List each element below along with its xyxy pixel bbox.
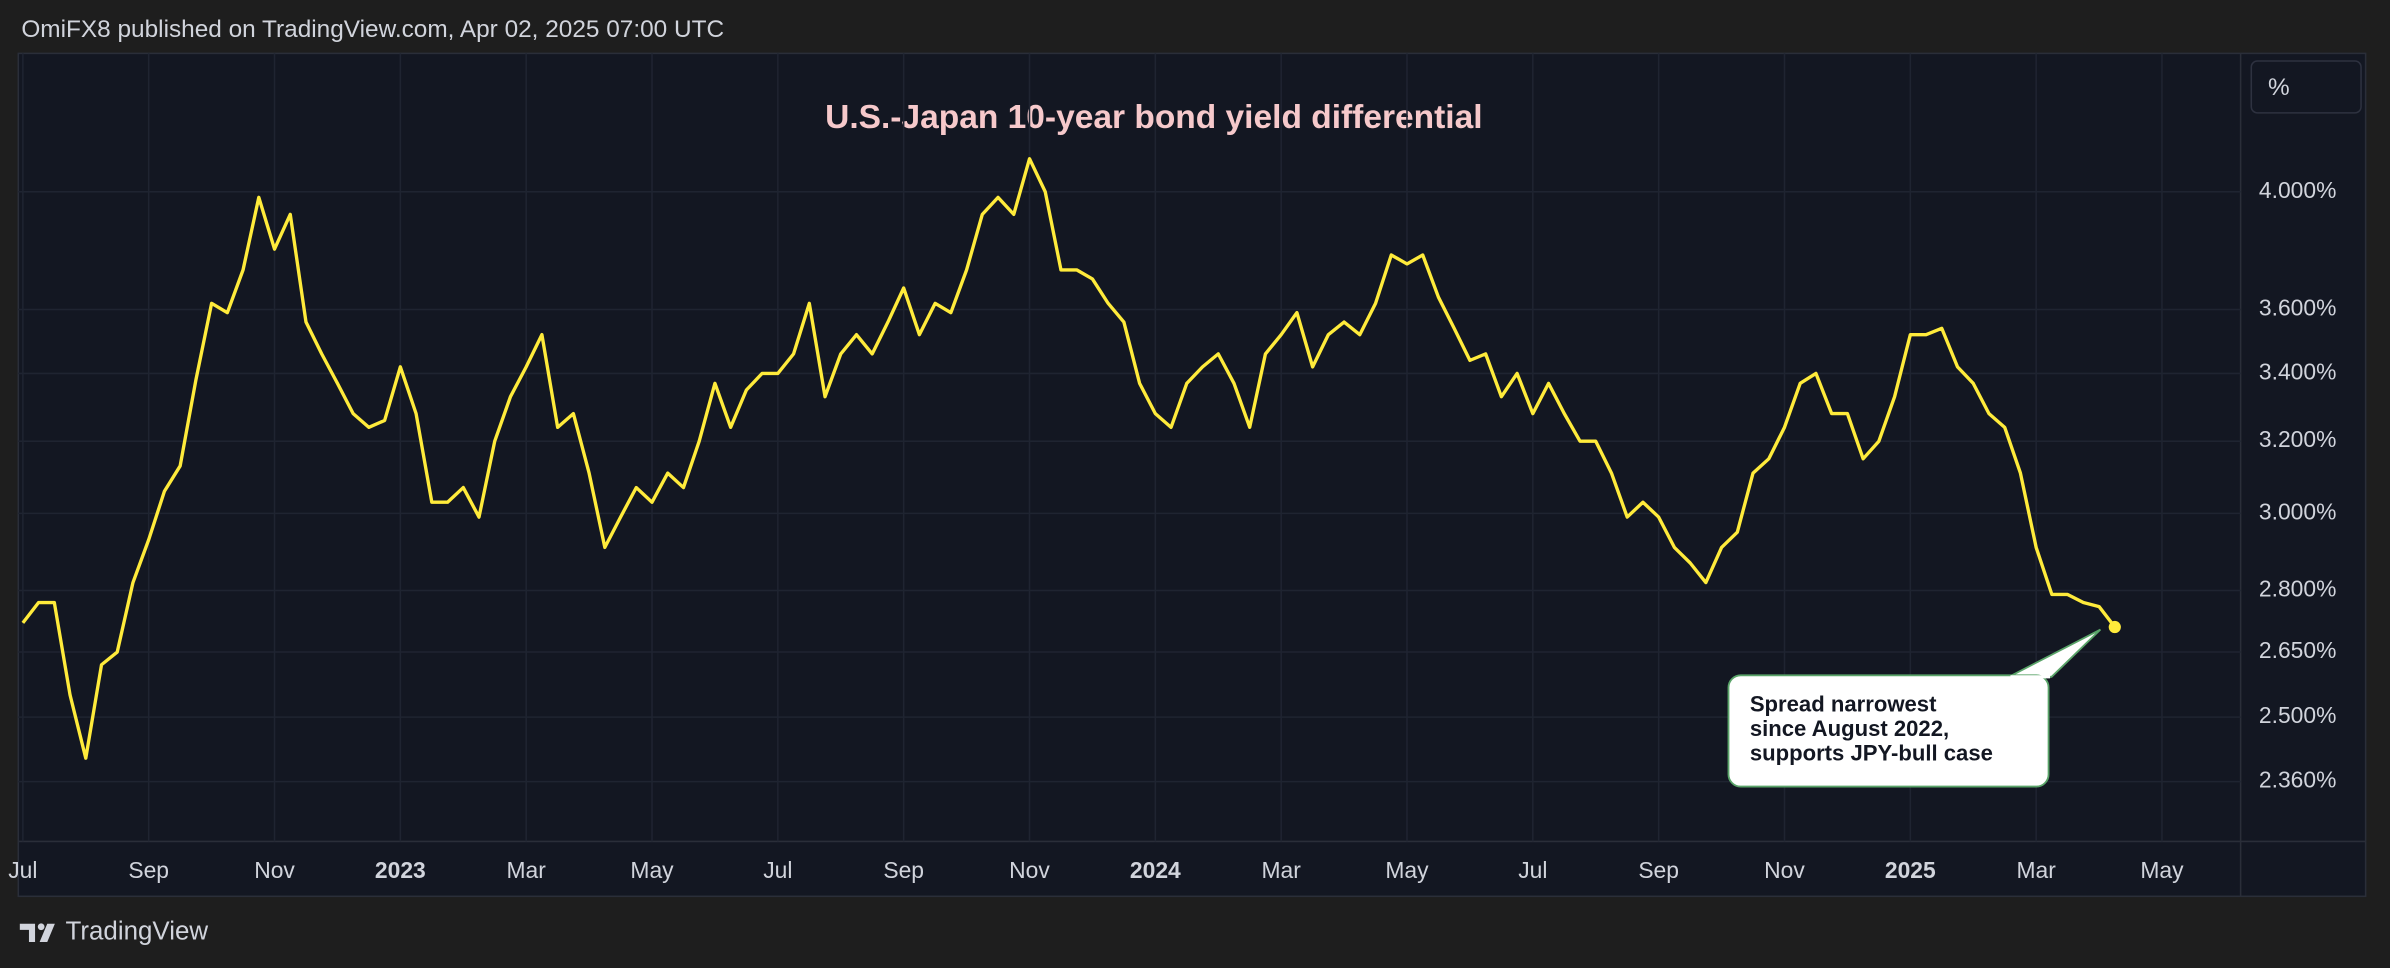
y-tick-label: 2.500% bbox=[2259, 702, 2337, 728]
x-tick-label: May bbox=[2140, 857, 2184, 883]
callout-text: Spread narrowest bbox=[1750, 692, 1937, 717]
plot bbox=[21, 157, 2121, 760]
unit-label: % bbox=[2268, 74, 2290, 101]
callout: Spread narrowest since August 2022, supp… bbox=[1727, 628, 2102, 788]
x-tick-label: Sep bbox=[128, 857, 169, 883]
chart-title: U.S.-Japan 10-year bond yield differenti… bbox=[825, 99, 1482, 136]
x-tick-label: 2023 bbox=[375, 857, 426, 883]
y-tick-label: 3.600% bbox=[2259, 295, 2337, 321]
y-tick-label: 3.000% bbox=[2259, 498, 2337, 524]
x-tick-label: Mar bbox=[1261, 857, 1301, 883]
x-tick-label: Nov bbox=[254, 857, 295, 883]
x-tick-label: 2024 bbox=[1130, 857, 1181, 883]
x-tick-label: Jul bbox=[1518, 857, 1547, 883]
last-point-marker bbox=[2108, 620, 2121, 634]
brand-logo bbox=[19, 923, 55, 943]
y-tick-label: 2.360% bbox=[2259, 767, 2337, 793]
y-tick-label: 4.000% bbox=[2259, 177, 2337, 203]
x-tick-label: Sep bbox=[883, 857, 924, 883]
x-tick-label: Nov bbox=[1009, 857, 1050, 883]
x-tick-label: Mar bbox=[2016, 857, 2056, 883]
x-tick-label: Jul bbox=[763, 857, 792, 883]
x-tick-label: May bbox=[1385, 857, 1429, 883]
y-tick-label: 3.400% bbox=[2259, 358, 2337, 384]
callout-text: since August 2022, bbox=[1750, 716, 1949, 741]
x-tick-label: Sep bbox=[1638, 857, 1679, 883]
logo-mark bbox=[39, 923, 55, 943]
x-tick-label: Nov bbox=[1764, 857, 1805, 883]
y-tick-label: 3.200% bbox=[2259, 426, 2337, 452]
callout-box bbox=[1727, 674, 2050, 788]
publish-header: OmiFX8 published on TradingView.com, Apr… bbox=[21, 16, 724, 43]
x-tick-label: 2025 bbox=[1885, 857, 1936, 883]
unit-box bbox=[2250, 60, 2362, 114]
x-tick-label: Mar bbox=[506, 857, 546, 883]
y-tick-label: 2.650% bbox=[2259, 637, 2337, 663]
callout-text: supports JPY-bull case bbox=[1750, 740, 1993, 765]
y-tick-label: 2.800% bbox=[2259, 576, 2337, 602]
logo-mark bbox=[37, 923, 45, 931]
grid: 2.360% 2.500% 2.650% 2.800% 3.000% 3.200% 3.40… bbox=[8, 53, 2336, 883]
data-line bbox=[21, 157, 2117, 760]
brand-name: TradingView bbox=[66, 918, 209, 946]
x-tick-label: May bbox=[630, 857, 674, 883]
logo-mark bbox=[19, 923, 36, 943]
x-tick-label: Jul bbox=[8, 857, 37, 883]
